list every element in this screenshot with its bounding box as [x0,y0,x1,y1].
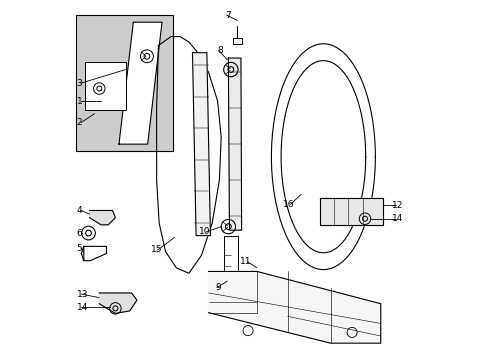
Text: 2: 2 [77,118,82,127]
Polygon shape [119,22,162,144]
Bar [224,235,237,282]
Text: 7: 7 [224,10,230,19]
Text: 5: 5 [77,244,82,253]
Text: 8: 8 [217,46,223,55]
Bar [233,39,242,44]
Text: 16: 16 [283,200,294,209]
Text: 6: 6 [77,229,82,238]
Bar [85,62,126,110]
Text: 14: 14 [391,214,402,223]
Text: 14: 14 [77,303,88,312]
Polygon shape [228,58,241,230]
Text: 9: 9 [215,283,221,292]
Polygon shape [99,293,137,314]
Text: 1: 1 [77,96,82,105]
Text: 12: 12 [391,201,402,210]
Text: 10: 10 [199,228,210,237]
Polygon shape [89,211,115,225]
Text: 15: 15 [150,246,162,255]
Text: 11: 11 [240,257,251,266]
Text: 4: 4 [77,206,82,215]
Polygon shape [192,53,210,235]
Text: 13: 13 [77,289,88,298]
Polygon shape [208,271,380,343]
FancyBboxPatch shape [76,15,172,151]
Text: 3: 3 [77,79,82,88]
Polygon shape [319,198,382,225]
